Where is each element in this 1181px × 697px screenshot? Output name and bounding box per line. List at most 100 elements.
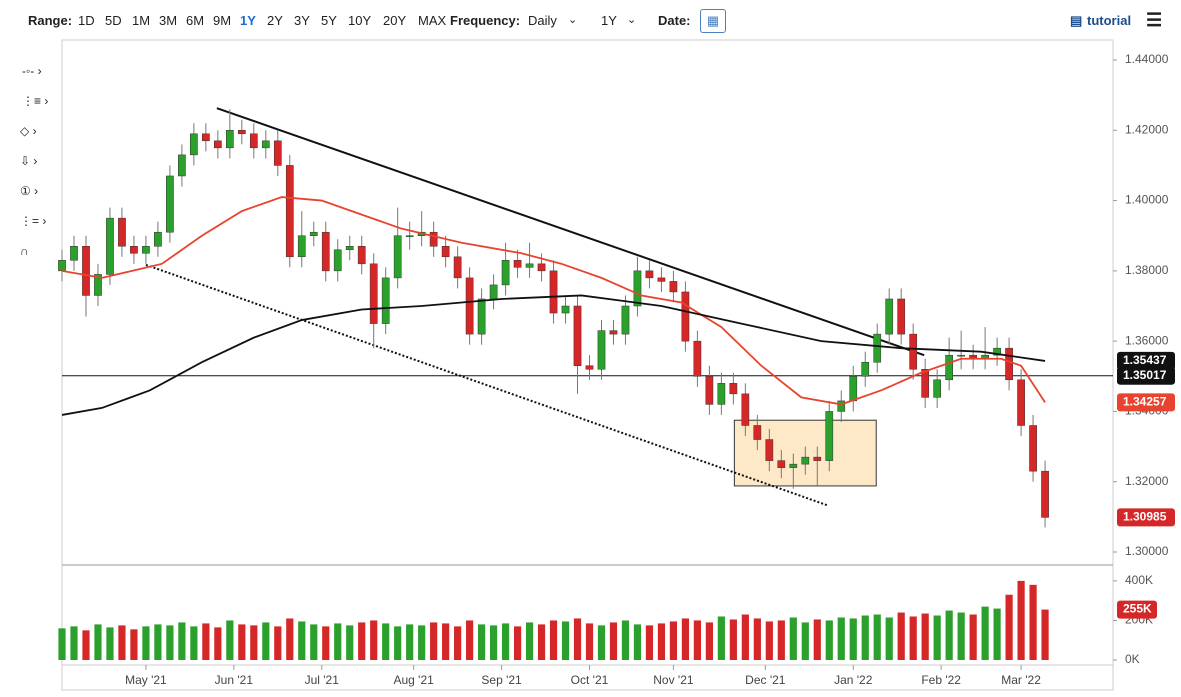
candle-body xyxy=(489,284,498,300)
candle-body xyxy=(1029,425,1037,472)
y-tick-label: 1.40000 xyxy=(1125,193,1169,207)
volume-bar xyxy=(454,626,462,660)
candle-body xyxy=(861,361,870,377)
candle-body xyxy=(933,379,942,398)
dropdown-arrow: ⌄ xyxy=(568,14,578,26)
candle-body xyxy=(1041,470,1049,518)
range-button[interactable]: 9M xyxy=(213,13,232,28)
y-tick-label: 1.30000 xyxy=(1125,544,1169,558)
frequency-select[interactable]: Daily xyxy=(528,13,557,28)
candle-body xyxy=(166,175,174,233)
period-select[interactable]: 1Y xyxy=(601,13,617,28)
candle-body xyxy=(909,333,918,370)
frequency-label: Frequency: xyxy=(450,13,521,28)
tool-icon[interactable]: ⇩ › xyxy=(20,154,37,168)
moving-average xyxy=(61,196,1046,406)
range-button[interactable]: 5Y xyxy=(321,13,337,28)
volume-tick-label: 0K xyxy=(1125,652,1140,666)
candle-body xyxy=(190,133,198,156)
volume-bar xyxy=(94,624,102,660)
x-tick-label: Nov '21 xyxy=(653,673,694,687)
candle-body xyxy=(357,246,366,265)
candle-body xyxy=(645,270,654,279)
volume-bar xyxy=(298,621,306,660)
volume-bar xyxy=(861,615,869,660)
volume-bar xyxy=(1005,594,1013,660)
volume-bar xyxy=(190,626,198,660)
range-button[interactable]: 3M xyxy=(159,13,178,28)
candle-body xyxy=(405,235,414,237)
volume-bar xyxy=(537,624,546,660)
volume-bar xyxy=(238,624,246,660)
trendline xyxy=(216,107,925,357)
candle-body xyxy=(94,274,102,296)
range-button[interactable]: MAX xyxy=(418,13,447,28)
x-tick-label: Dec '21 xyxy=(745,673,786,687)
tutorial-icon[interactable]: ▤ xyxy=(1070,13,1083,28)
candle-body xyxy=(549,270,558,314)
tool-icon[interactable]: ⋮≡ › xyxy=(22,94,48,108)
x-tick-label: Oct '21 xyxy=(571,673,609,687)
menu-button[interactable]: ☰ xyxy=(1146,10,1163,30)
volume-bar xyxy=(849,618,857,660)
volume-bar xyxy=(765,621,773,660)
volume-bar xyxy=(657,623,666,660)
candle-body xyxy=(297,235,306,258)
volume-bar xyxy=(166,625,174,660)
volume-bar xyxy=(370,620,378,660)
y-tick-label: 1.32000 xyxy=(1125,474,1169,488)
tool-icon[interactable]: ⋮= › xyxy=(20,214,46,228)
last-price-label: 1.30985 xyxy=(1123,510,1167,524)
last-price-label-bg xyxy=(1117,508,1175,527)
volume-bar xyxy=(885,617,893,660)
ma-last-label-bg xyxy=(1117,393,1175,412)
candle-body xyxy=(477,298,486,335)
range-label: Range: xyxy=(28,13,73,28)
x-tick-label: Mar '22 xyxy=(1001,673,1041,687)
candle-body xyxy=(261,140,270,149)
range-button[interactable]: 5D xyxy=(105,13,122,28)
volume-bar xyxy=(873,614,881,660)
volume-bar xyxy=(406,624,414,660)
candle-body xyxy=(621,305,630,335)
tool-icon[interactable]: ① › xyxy=(20,184,38,198)
candle-body xyxy=(345,246,354,251)
candle-body xyxy=(106,217,114,275)
candle-body xyxy=(225,130,234,149)
tutorial-link[interactable]: tutorial xyxy=(1087,13,1132,28)
tool-icon[interactable]: ∩ xyxy=(20,244,29,258)
tool-icon[interactable]: ◇ › xyxy=(20,124,37,138)
volume-bar xyxy=(382,623,390,660)
candle-body xyxy=(525,263,534,268)
range-button[interactable]: 3Y xyxy=(294,13,310,28)
volume-bar xyxy=(621,620,630,660)
tool-icon[interactable]: -◦- › xyxy=(22,64,42,78)
candle-body xyxy=(561,305,570,314)
date-picker[interactable]: ▦ xyxy=(700,9,726,33)
date-label: Date: xyxy=(658,13,691,28)
volume-bar xyxy=(633,624,642,660)
candle-body xyxy=(58,260,66,272)
volume-bar xyxy=(358,622,366,660)
x-tick-label: May '21 xyxy=(125,673,167,687)
hline-label-bg xyxy=(1117,366,1175,385)
volume-bar xyxy=(466,620,474,660)
range-button[interactable]: 1D xyxy=(78,13,95,28)
candle-body xyxy=(633,270,642,307)
hline-label: 1.35017 xyxy=(1123,368,1167,382)
y-tick-label: 1.44000 xyxy=(1125,52,1169,66)
range-button[interactable]: 1M xyxy=(132,13,151,28)
range-button[interactable]: 6M xyxy=(186,13,205,28)
volume-bar xyxy=(274,626,282,660)
volume-bar xyxy=(729,619,737,660)
volume-bar xyxy=(1017,580,1025,660)
volume-bar xyxy=(262,622,270,660)
range-button[interactable]: 10Y xyxy=(348,13,372,28)
candle-body xyxy=(705,376,714,405)
volume-bar xyxy=(933,615,941,660)
range-button[interactable]: 1Y xyxy=(240,13,256,28)
candle-body xyxy=(657,277,666,282)
volume-bar xyxy=(214,627,222,660)
range-button[interactable]: 20Y xyxy=(383,13,407,28)
range-button[interactable]: 2Y xyxy=(267,13,283,28)
